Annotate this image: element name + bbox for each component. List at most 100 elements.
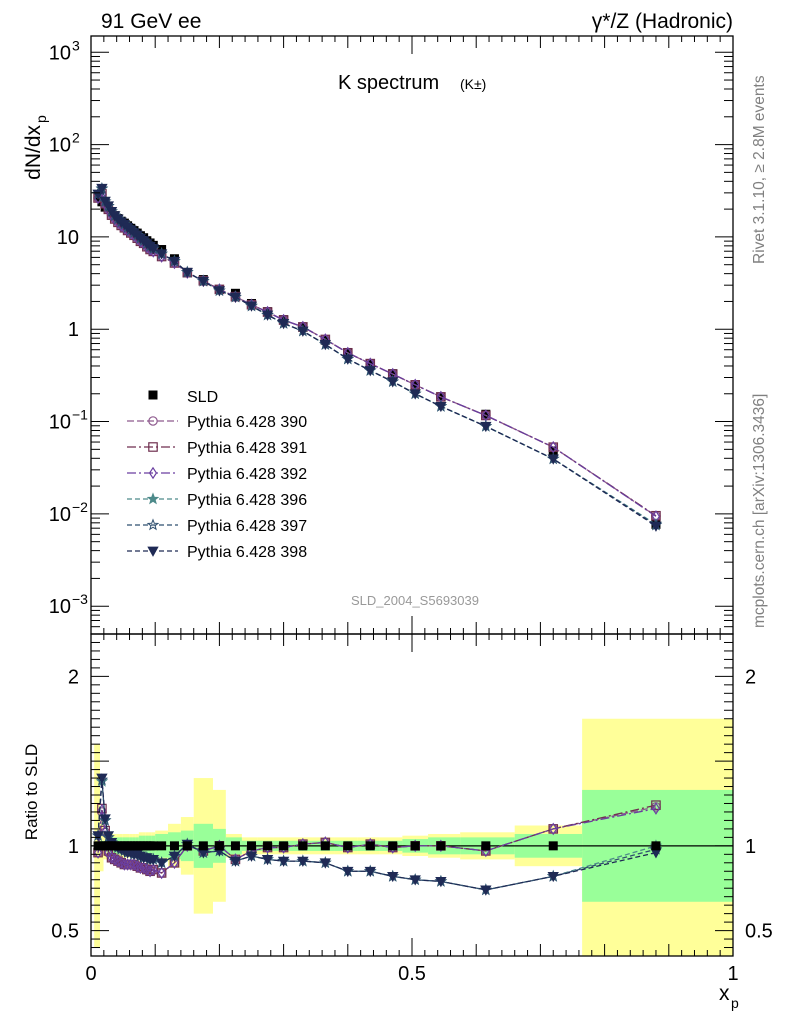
ratio-point [123, 858, 132, 871]
ratio-y-tick-label-right: 2 [745, 666, 756, 688]
series-5 [92, 183, 662, 532]
ratio-data-point [157, 841, 167, 851]
ratio-point [102, 831, 115, 842]
data-points-sld [93, 191, 661, 529]
ratio-point [261, 855, 274, 866]
ratio-uncertainty-bands [94, 718, 733, 956]
ratio-panel: 0 0.5 1 0.5 0.5 1 1 2 2 [51, 633, 773, 985]
ratio-point [126, 858, 135, 871]
x-tick-label: 0.5 [398, 963, 426, 985]
ratio-point [549, 822, 558, 836]
series-line [97, 186, 657, 527]
series-point [409, 389, 421, 400]
ratio-y-tick-label: 1 [68, 836, 79, 858]
ratio-point [168, 851, 181, 862]
ratio-data-point [320, 841, 330, 851]
series-line [97, 187, 657, 525]
side-label-mcplots: mcplots.cern.ch [arXiv:1306.3436] [751, 394, 768, 628]
ratio-y-tick-label-right: 0.5 [745, 921, 773, 943]
y-tick-label: 10 [49, 504, 71, 526]
series-point [297, 326, 309, 337]
series-point [319, 340, 332, 351]
ratio-y-tick-label: 0.5 [51, 921, 79, 943]
legend-label: Pythia 6.428 397 [187, 518, 307, 535]
series-point [480, 421, 492, 433]
ratio-data-point [214, 841, 224, 851]
legend-label: SLD [187, 389, 218, 406]
legend-entry-series: Pythia 6.428 391 [127, 440, 307, 457]
y-axis-label: dN/dx [22, 125, 45, 180]
x-axis-label-sub: p [731, 995, 739, 1011]
legend-entry-series: Pythia 6.428 390 [127, 414, 307, 431]
series-line [97, 192, 657, 517]
ratio-point [149, 863, 158, 876]
series-point [547, 454, 559, 465]
series-point [168, 256, 181, 268]
series-2 [93, 187, 661, 523]
ratio-data-point [651, 841, 661, 851]
ratio-point [480, 885, 492, 896]
header-right: γ*/Z (Hadronic) [592, 10, 733, 33]
ratio-point [170, 856, 179, 870]
series-point [155, 249, 168, 260]
y-tick-label: 10 [49, 42, 71, 64]
ratio-y-tick-label: 2 [68, 666, 79, 688]
ratio-data-point [279, 841, 289, 851]
ratio-data-point [182, 841, 192, 851]
legend-label: Pythia 6.428 398 [187, 544, 307, 561]
legend-entry-series: Pythia 6.428 398 [127, 544, 307, 561]
y-tick-label: 10 [57, 227, 79, 249]
y-tick-label-exp: 2 [72, 130, 80, 146]
ratio-axes: 0 0.5 1 0.5 0.5 1 1 2 2 [51, 633, 773, 985]
main-y-axis-label: dN/dx p [22, 115, 49, 180]
ratio-data-point [230, 841, 240, 851]
series-point [102, 201, 115, 212]
series-line [97, 187, 657, 526]
ratio-data-point [298, 841, 308, 851]
ratio-point [651, 800, 661, 810]
series-3 [91, 182, 663, 530]
header-left: 91 GeV ee [101, 10, 201, 33]
legend-entry-data: SLD [148, 389, 218, 406]
series-point [387, 377, 399, 388]
legend-marker [148, 442, 158, 452]
series-point [147, 244, 159, 255]
series-0 [93, 189, 661, 521]
header: 91 GeV ee γ*/Z (Hadronic) [101, 10, 733, 33]
ratio-data-point [548, 841, 558, 851]
ratio-data-point [388, 841, 398, 851]
ratio-data-point [365, 841, 375, 851]
ratio-point [342, 866, 354, 878]
legend-marker [146, 492, 160, 505]
ratio-point [364, 866, 376, 878]
ratio-data-point [436, 841, 446, 851]
y-axis-label-sub: p [33, 115, 49, 123]
series-4 [91, 181, 663, 531]
data-point [481, 409, 491, 419]
legend-marker [148, 416, 158, 426]
series-point [213, 286, 226, 297]
side-label-rivet: Rivet 3.1.10, ≥ 2.8M events [751, 75, 768, 264]
ratio-point [155, 858, 168, 869]
chart-title-suffix: (K±) [460, 76, 486, 92]
ratio-marks [91, 718, 733, 956]
ratio-data-point [198, 841, 208, 851]
ratio-point [651, 802, 661, 815]
series-point [197, 276, 210, 288]
legend-label: Pythia 6.428 392 [187, 466, 307, 483]
ratio-point [277, 856, 290, 867]
series-line [97, 193, 657, 517]
ratio-point [120, 858, 129, 871]
ratio-data-point [481, 841, 491, 851]
series-point [181, 267, 193, 279]
series-point [277, 319, 290, 330]
series-point [261, 310, 274, 321]
legend-marker [148, 466, 158, 480]
x-axis-label-main: x [719, 982, 730, 1005]
ratio-point [435, 877, 447, 888]
legend-marker [146, 518, 160, 531]
y-tick-label-exp: −3 [72, 591, 88, 607]
